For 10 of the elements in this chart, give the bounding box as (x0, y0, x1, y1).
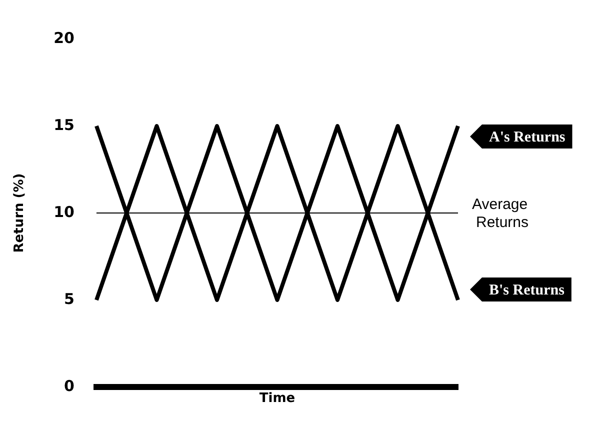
text: A's Returns (489, 129, 566, 146)
y-tick-label: 20 (54, 28, 74, 47)
x-axis-title: Time (259, 391, 296, 406)
y-tick-label: 5 (64, 290, 74, 308)
text: B's Returns (489, 282, 565, 298)
y-tick-label: 0 (64, 376, 74, 395)
y-axis-title: Return (%) (12, 173, 28, 253)
y-tick-label: 10 (54, 202, 74, 221)
ref-line-label: Average Returns (472, 196, 529, 232)
y-tick-label: 15 (54, 116, 74, 134)
